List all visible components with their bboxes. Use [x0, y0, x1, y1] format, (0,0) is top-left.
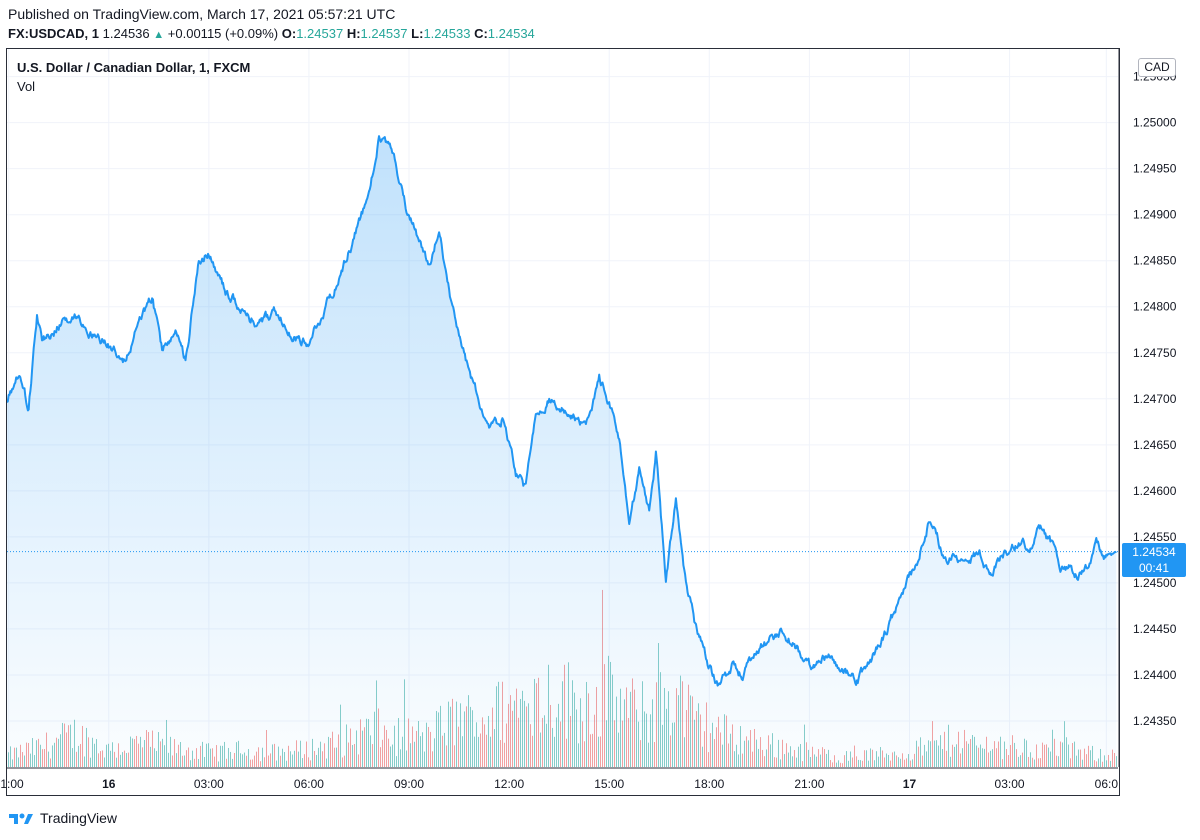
y-tick-label: 1.24400 — [1133, 668, 1177, 682]
y-tick-label: 1.24750 — [1133, 346, 1177, 360]
open-label: O: — [281, 26, 297, 41]
y-tick-label: 1.24550 — [1133, 530, 1177, 544]
volume-legend: Vol — [17, 79, 36, 94]
x-tick-label: 06:0 — [1095, 777, 1119, 791]
y-tick-label: 1.24650 — [1133, 438, 1177, 452]
y-tick-label: 1.24900 — [1133, 208, 1177, 222]
x-tick-label: 21:00 — [0, 777, 24, 791]
published-caption: Published on TradingView.com, March 17, … — [8, 6, 396, 22]
time-axis[interactable]: 21:00 16 03:00 06:00 09:00 12:00 15:00 18:00 21:… — [0, 767, 1119, 791]
high-value: 1.24537 — [360, 26, 408, 41]
ohlc-header: FX:USDCAD, 1 1.24536 ▲ +0.00115 (+0.09%)… — [8, 26, 535, 41]
x-tick-label: 17 — [903, 777, 917, 791]
low-label: L: — [411, 26, 424, 41]
tradingview-logo-icon — [9, 813, 33, 824]
x-tick-label: 18:00 — [694, 777, 724, 791]
x-tick-label: 15:00 — [594, 777, 624, 791]
y-tick-label: 1.24450 — [1133, 622, 1177, 636]
x-tick-label: 21:00 — [794, 777, 824, 791]
y-tick-label: 1.24700 — [1133, 392, 1177, 406]
y-tick-label: 1.25000 — [1133, 116, 1177, 130]
y-tick-label: 1.24350 — [1133, 714, 1177, 728]
last-price-tag: 1.24534 00:41 — [1122, 543, 1186, 577]
symbol-label: FX:USDCAD, 1 — [8, 26, 100, 41]
tradingview-logo[interactable]: TradingView — [8, 810, 117, 826]
price-change: +0.00115 (+0.09%) — [167, 26, 279, 41]
tradingview-brand: TradingView — [40, 810, 118, 826]
price-axis[interactable]: 1.250501.250001.249501.249001.248501.248… — [1118, 49, 1177, 767]
y-tick-label: 1.24500 — [1133, 576, 1177, 590]
close-label: C: — [474, 26, 488, 41]
price-area-fill — [7, 136, 1117, 768]
chart-legend-title: U.S. Dollar / Canadian Dollar, 1, FXCM — [17, 60, 251, 75]
x-tick-label: 16 — [102, 777, 116, 791]
open-value: 1.24537 — [296, 26, 344, 41]
x-tick-label: 06:00 — [294, 777, 324, 791]
x-tick-label: 12:00 — [494, 777, 524, 791]
low-value: 1.24533 — [423, 26, 471, 41]
x-tick-label: 03:00 — [995, 777, 1025, 791]
last-price: 1.24536 — [102, 26, 150, 41]
y-tick-label: 1.24600 — [1133, 484, 1177, 498]
last-price-tag-value: 1.24534 — [1132, 545, 1176, 559]
currency-badge[interactable]: CAD — [1138, 58, 1176, 77]
close-value: 1.24534 — [487, 26, 535, 41]
y-tick-label: 1.24850 — [1133, 254, 1177, 268]
price-line[interactable] — [7, 135, 1117, 687]
volume-bar — [1116, 756, 1117, 767]
y-tick-label: 1.24800 — [1133, 300, 1177, 314]
price-area — [7, 135, 1118, 768]
x-tick-label: 03:00 — [194, 777, 224, 791]
bar-countdown: 00:41 — [1138, 561, 1170, 575]
x-tick-label: 09:00 — [394, 777, 424, 791]
high-label: H: — [346, 26, 361, 41]
y-tick-label: 1.24950 — [1133, 162, 1177, 176]
up-arrow-icon: ▲ — [153, 29, 165, 41]
